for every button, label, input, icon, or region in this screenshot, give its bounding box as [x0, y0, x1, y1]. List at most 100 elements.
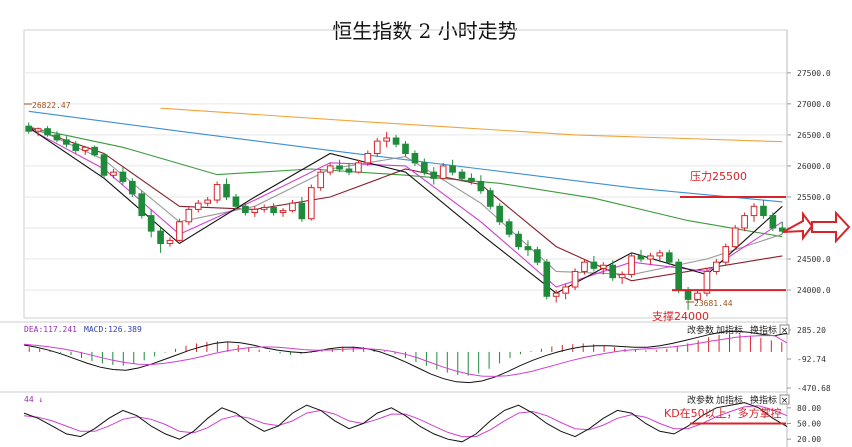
price-axis: 27500.027000.026500.026000.025500.025000… — [786, 30, 831, 447]
d-line — [23, 405, 788, 438]
candle-up — [703, 270, 711, 294]
candle-up — [213, 184, 221, 201]
panel-tick-label: -92.74 — [797, 355, 826, 364]
candle-up — [741, 215, 748, 229]
candle-down — [336, 165, 343, 170]
candle-down — [91, 146, 98, 156]
candle-down — [684, 289, 692, 300]
candle-up — [571, 270, 579, 288]
candle-down — [486, 190, 494, 207]
y-tick-label: 27500.0 — [797, 69, 831, 78]
add-indicator-button: 加指标 — [716, 324, 743, 336]
candle-down — [637, 255, 645, 260]
candle-down — [147, 215, 155, 232]
candle-up — [279, 210, 287, 213]
panel-tick-label: 80.00 — [797, 404, 821, 413]
candle-up — [166, 239, 174, 245]
extreme-markers: 26822.47 23681.44 — [24, 101, 733, 308]
kd-label: 44 ↓ — [24, 395, 43, 404]
y-tick-label: 27000.0 — [797, 100, 831, 109]
y-tick-label: 25500.0 — [797, 193, 831, 202]
candle-up — [552, 292, 560, 297]
candle-down — [534, 249, 541, 263]
candle-up — [364, 153, 372, 164]
forecast-arrow-icon — [782, 210, 851, 244]
candle-down — [411, 153, 419, 164]
close-icon: × — [781, 326, 789, 336]
candle-up — [628, 255, 635, 276]
dea-label: DEA:117.241 — [24, 325, 77, 334]
candle-down — [665, 252, 673, 263]
candle-down — [468, 177, 475, 182]
close-icon: × — [781, 396, 789, 406]
support-label: 支撑24000 — [652, 309, 709, 323]
modify-params-button: 改参数 — [687, 394, 714, 406]
candle-up — [355, 162, 362, 173]
macd-label: MACD:126.389 — [84, 325, 142, 334]
candle-up — [204, 199, 212, 204]
candle-up — [656, 252, 664, 257]
kd-note: KD在50以上，多方掌控 — [664, 406, 782, 420]
candle-down — [458, 171, 466, 179]
y-tick-label: 26000.0 — [797, 162, 831, 171]
moving-averages — [28, 107, 783, 294]
candle-down — [430, 171, 438, 179]
y-tick-label: 26500.0 — [797, 131, 831, 140]
candle-down — [298, 202, 306, 220]
panel-tick-label: -470.68 — [797, 384, 831, 393]
candle-up — [194, 202, 202, 210]
candle-down — [345, 168, 353, 173]
candle-down — [496, 205, 504, 223]
k-line — [23, 402, 788, 443]
candle-down — [232, 196, 240, 207]
candle-down — [270, 207, 277, 213]
y-tick-label: 24500.0 — [797, 255, 831, 264]
candle-up — [722, 246, 730, 263]
price-grid — [23, 29, 788, 319]
candle-up — [581, 261, 588, 272]
moving-average-line — [28, 126, 783, 282]
candle-down — [421, 162, 428, 173]
arrow-right — [811, 210, 851, 244]
candle-up — [110, 171, 117, 176]
candle-up — [562, 286, 569, 294]
support-resistance: 压力25500 支撑24000 — [652, 170, 786, 323]
candle-up — [326, 165, 334, 173]
candle-up — [618, 274, 626, 279]
kd-panel: 80.00 50.00 20.00 改参数 加指标 换指标 × 44 ↓ KD在50以上，多方掌… — [0, 391, 821, 444]
high-marker-label: 26822.47 — [32, 101, 71, 110]
candle-down — [53, 134, 61, 141]
moving-average-line — [28, 126, 783, 238]
candle-up — [373, 140, 381, 155]
candle-down — [449, 165, 456, 173]
chart-title: 恒生指数 2 小时走势 — [332, 19, 517, 43]
modify-params-button: 改参数 — [687, 324, 714, 336]
candle-up — [185, 208, 193, 223]
moving-average-line — [160, 107, 783, 143]
candle-down — [157, 230, 164, 245]
candle-down — [100, 154, 108, 176]
candle-down — [63, 139, 70, 145]
candle-up — [176, 221, 183, 241]
switch-indicator-button: 换指标 — [750, 394, 777, 406]
candle-up — [713, 261, 720, 272]
add-indicator-button: 加指标 — [716, 394, 743, 406]
moving-average-line — [28, 110, 783, 203]
candle-down — [25, 125, 33, 132]
candle-down — [223, 184, 230, 198]
close-panel-box — [779, 394, 790, 405]
candle-down — [477, 180, 485, 192]
candle-up — [307, 187, 315, 220]
candle-down — [119, 171, 127, 182]
candle-down — [72, 143, 80, 151]
candle-down — [543, 261, 551, 297]
candle-down — [769, 215, 777, 229]
candle-down — [778, 227, 786, 232]
candle-down — [129, 180, 136, 195]
candle-up — [251, 208, 259, 213]
panel-tick-label: 285.20 — [797, 326, 826, 335]
candle-down — [675, 261, 682, 291]
candle-up — [289, 202, 296, 212]
